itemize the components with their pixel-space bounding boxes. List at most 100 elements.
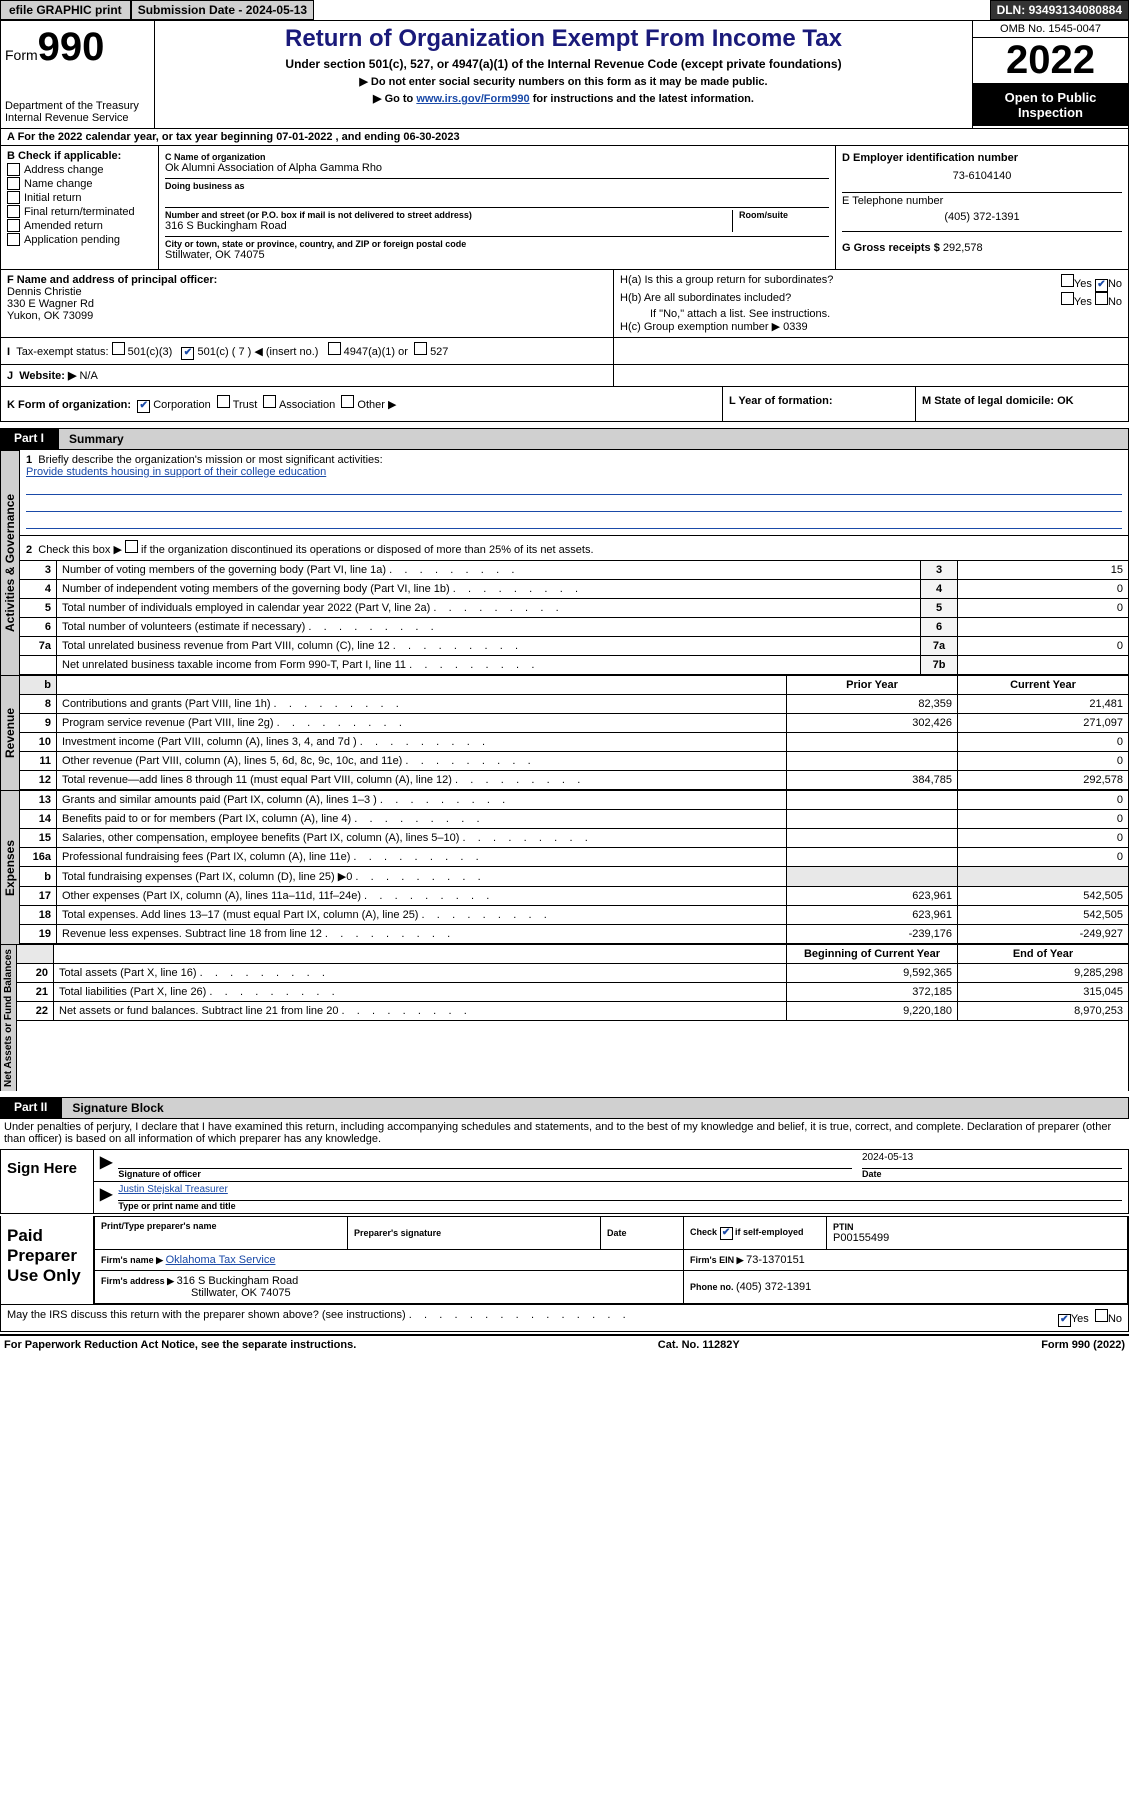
state-domicile: M State of legal domicile: OK bbox=[922, 395, 1074, 407]
cb-501c3[interactable] bbox=[112, 342, 125, 355]
cb-line2[interactable] bbox=[125, 540, 138, 553]
cb-may-no[interactable] bbox=[1095, 1309, 1108, 1322]
cb-may-yes[interactable]: ✔ bbox=[1058, 1314, 1071, 1327]
pp-name-label: Print/Type preparer's name bbox=[101, 1221, 341, 1231]
checkbox-address-change[interactable] bbox=[7, 163, 20, 176]
street-address: 316 S Buckingham Road bbox=[165, 220, 732, 232]
ha-no-checkbox[interactable]: ✔ bbox=[1095, 279, 1108, 292]
cb-trust[interactable] bbox=[217, 395, 230, 408]
city-label: City or town, state or province, country… bbox=[165, 239, 829, 249]
checkbox-app-pending[interactable] bbox=[7, 233, 20, 246]
block-bcd: B Check if applicable: Address change Na… bbox=[0, 146, 1129, 270]
checkbox-amended[interactable] bbox=[7, 219, 20, 232]
ha-yes: Yes bbox=[1074, 278, 1092, 290]
table-netassets: Beginning of Current Year End of Year 20… bbox=[17, 944, 1128, 1021]
opt-501c: 501(c) ( 7 ) ◀ (insert no.) bbox=[198, 346, 319, 358]
form-number: 990 bbox=[38, 25, 105, 69]
row-i: I Tax-exempt status: 501(c)(3) ✔ 501(c) … bbox=[0, 338, 1129, 365]
firm-addr2: Stillwater, OK 74075 bbox=[101, 1287, 291, 1299]
irs-label: Internal Revenue Service bbox=[5, 112, 150, 124]
declaration-text: Under penalties of perjury, I declare th… bbox=[0, 1119, 1129, 1147]
sig-name-value[interactable]: Justin Stejskal Treasurer bbox=[118, 1184, 228, 1195]
gross-value: 292,578 bbox=[943, 242, 983, 254]
paperwork-notice: For Paperwork Reduction Act Notice, see … bbox=[4, 1339, 356, 1351]
part1-header: Part I Summary bbox=[0, 428, 1129, 450]
section-expenses: Expenses 13Grants and similar amounts pa… bbox=[0, 790, 1129, 944]
irs-form990-link[interactable]: www.irs.gov/Form990 bbox=[416, 93, 529, 105]
open-public-inspection: Open to Public Inspection bbox=[973, 84, 1128, 126]
cb-4947[interactable] bbox=[328, 342, 341, 355]
opt-corp: Corporation bbox=[153, 399, 210, 411]
paid-preparer-label: Paid Preparer Use Only bbox=[1, 1216, 93, 1304]
col-c: C Name of organization Ok Alumni Associa… bbox=[159, 146, 836, 269]
row-a-tax-year: A For the 2022 calendar year, or tax yea… bbox=[0, 129, 1129, 146]
cb-527[interactable] bbox=[414, 342, 427, 355]
hb-no: No bbox=[1108, 296, 1122, 308]
efile-print-button[interactable]: efile GRAPHIC print bbox=[0, 0, 131, 20]
firm-phone-label: Phone no. bbox=[690, 1282, 736, 1292]
form-org-label: K Form of organization: bbox=[7, 399, 131, 411]
may-discuss-row: May the IRS discuss this return with the… bbox=[0, 1305, 1129, 1332]
lbl-amended: Amended return bbox=[24, 220, 103, 232]
pp-check-label: Check ✔ if self-employed bbox=[690, 1227, 804, 1237]
hb-no-checkbox[interactable] bbox=[1095, 292, 1108, 305]
submission-date-text: Submission Date - bbox=[138, 3, 246, 17]
line2-text: Check this box ▶ if the organization dis… bbox=[38, 544, 593, 556]
firm-name[interactable]: Oklahoma Tax Service bbox=[166, 1254, 276, 1266]
lbl-name-change: Name change bbox=[24, 178, 93, 190]
sig-officer-label: Signature of officer bbox=[118, 1169, 852, 1179]
dln-label: DLN: 93493134080884 bbox=[990, 0, 1129, 20]
cat-no: Cat. No. 11282Y bbox=[658, 1339, 740, 1351]
cb-other[interactable] bbox=[341, 395, 354, 408]
mission-text[interactable]: Provide students housing in support of t… bbox=[26, 466, 326, 478]
vtab-expenses: Expenses bbox=[0, 790, 20, 944]
hb-yes-checkbox[interactable] bbox=[1061, 292, 1074, 305]
hdr-end-year: End of Year bbox=[958, 945, 1129, 964]
table-expenses: 13Grants and similar amounts paid (Part … bbox=[20, 790, 1128, 944]
hdr-current-year: Current Year bbox=[958, 676, 1129, 695]
lbl-app-pending: Application pending bbox=[24, 234, 120, 246]
firm-addr1: 316 S Buckingham Road bbox=[177, 1275, 299, 1287]
cb-501c[interactable]: ✔ bbox=[181, 347, 194, 360]
form-word: Form bbox=[5, 47, 38, 63]
part2-title: Signature Block bbox=[61, 1097, 1129, 1119]
row-klm: K Form of organization: ✔ Corporation Tr… bbox=[0, 387, 1129, 422]
goto-text-2: for instructions and the latest informat… bbox=[530, 93, 754, 105]
checkbox-initial-return[interactable] bbox=[7, 191, 20, 204]
firm-name-label: Firm's name ▶ bbox=[101, 1255, 166, 1265]
website-label: Website: ▶ bbox=[19, 370, 76, 382]
goto-text: ▶ Go to bbox=[373, 93, 416, 105]
org-name-label: C Name of organization bbox=[165, 152, 829, 162]
preparer-block: Paid Preparer Use Only Print/Type prepar… bbox=[0, 1216, 1129, 1305]
sign-here-label: Sign Here bbox=[1, 1150, 93, 1213]
lbl-address-change: Address change bbox=[24, 164, 104, 176]
omb-number: OMB No. 1545-0047 bbox=[973, 21, 1128, 38]
checkbox-final-return[interactable] bbox=[7, 205, 20, 218]
ha-yes-checkbox[interactable] bbox=[1061, 274, 1074, 287]
may-yes: Yes bbox=[1071, 1313, 1089, 1325]
sig-date-label: Date bbox=[862, 1169, 1122, 1179]
submission-date-value: 2024-05-13 bbox=[246, 3, 307, 17]
ein-label: D Employer identification number bbox=[842, 152, 1122, 164]
col-b: B Check if applicable: Address change Na… bbox=[1, 146, 159, 269]
cb-self-employed[interactable]: ✔ bbox=[720, 1227, 733, 1240]
opt-other: Other ▶ bbox=[357, 399, 396, 411]
hb-yes: Yes bbox=[1074, 296, 1092, 308]
form-header: Form990 Department of the Treasury Inter… bbox=[0, 20, 1129, 129]
opt-assoc: Association bbox=[279, 399, 335, 411]
firm-ein: 73-1370151 bbox=[746, 1254, 805, 1266]
sig-date-value: 2024-05-13 bbox=[862, 1152, 1122, 1169]
street-label: Number and street (or P.O. box if mail i… bbox=[165, 210, 732, 220]
city-value: Stillwater, OK 74075 bbox=[165, 249, 829, 261]
dln-value: 93493134080884 bbox=[1029, 3, 1122, 17]
org-name: Ok Alumni Association of Alpha Gamma Rho bbox=[165, 162, 829, 174]
line1-label: Briefly describe the organization's miss… bbox=[38, 454, 382, 466]
ptin-value: P00155499 bbox=[833, 1232, 1121, 1244]
checkbox-name-change[interactable] bbox=[7, 177, 20, 190]
part1-tab: Part I bbox=[0, 428, 58, 450]
section-revenue: Revenue b Prior Year Current Year 8Contr… bbox=[0, 675, 1129, 790]
col-f: F Name and address of principal officer:… bbox=[1, 270, 614, 337]
preparer-table: Print/Type preparer's name Preparer's si… bbox=[94, 1216, 1128, 1304]
cb-assoc[interactable] bbox=[263, 395, 276, 408]
cb-corp[interactable]: ✔ bbox=[137, 400, 150, 413]
